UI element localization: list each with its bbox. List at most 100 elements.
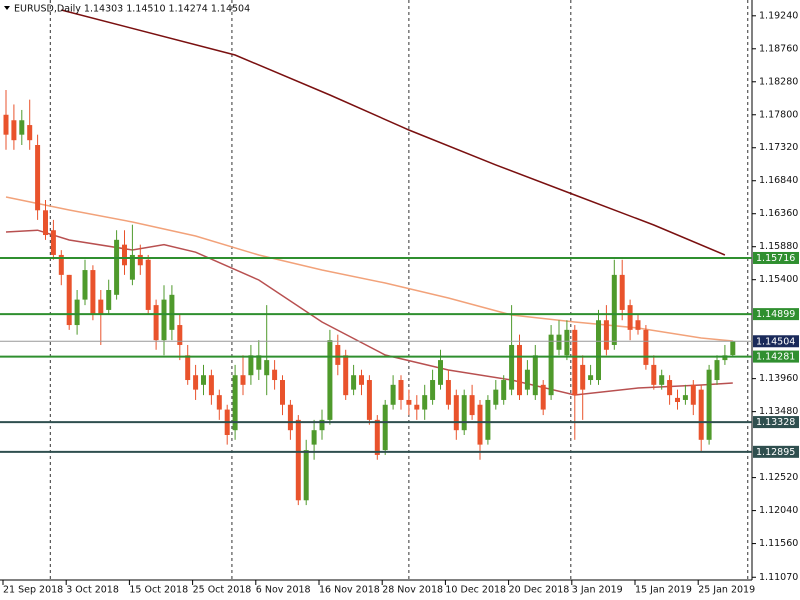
price-tag-label: 1.13328 xyxy=(756,417,795,428)
collapse-icon[interactable] xyxy=(4,6,10,10)
candle-body xyxy=(572,329,578,396)
candle-body xyxy=(295,419,301,501)
y-tick-label: 1.17320 xyxy=(759,142,798,153)
candle-body xyxy=(682,395,688,400)
price-tag xyxy=(753,350,799,363)
candle-body xyxy=(114,239,120,295)
candle-body xyxy=(3,114,9,135)
candle-body xyxy=(169,294,175,330)
candle-body xyxy=(690,384,696,405)
candle-body xyxy=(564,329,570,356)
candle-body xyxy=(540,384,546,410)
candle-body xyxy=(438,360,443,385)
price-tag xyxy=(753,251,799,264)
candle-body xyxy=(185,355,191,381)
candle-body xyxy=(517,344,522,396)
candle-body xyxy=(82,270,88,300)
x-tick-label: 10 Dec 2018 xyxy=(445,585,506,596)
candle-body xyxy=(311,430,317,445)
y-tick-label: 1.15400 xyxy=(759,274,798,285)
y-tick-label: 1.12520 xyxy=(759,472,798,483)
price-tag-label: 1.15716 xyxy=(756,253,795,264)
candle-body xyxy=(627,305,633,330)
candle-body xyxy=(50,230,56,255)
candle-body xyxy=(201,375,206,385)
price-tag xyxy=(753,335,799,348)
candle-body xyxy=(256,355,262,370)
candle-body xyxy=(651,364,657,385)
candle-body xyxy=(106,290,112,310)
candle-body xyxy=(469,395,475,416)
price-tag-label: 1.14899 xyxy=(756,309,795,320)
candle-body xyxy=(453,395,459,431)
y-tick-label: 1.16840 xyxy=(759,175,798,186)
candle-body xyxy=(129,254,135,280)
x-tick-label: 16 Nov 2018 xyxy=(319,585,380,596)
candle-body xyxy=(74,299,80,326)
y-tick-label: 1.11070 xyxy=(759,572,798,583)
candle-body xyxy=(98,299,104,315)
candle-body xyxy=(374,419,380,455)
price-tag-label: 1.14504 xyxy=(756,336,795,347)
candle-body xyxy=(35,145,41,211)
candle-body xyxy=(177,325,183,345)
price-tag xyxy=(753,308,799,321)
candle-body xyxy=(477,404,483,445)
candle-body xyxy=(406,399,412,405)
candle-body xyxy=(216,395,222,410)
candle-body xyxy=(667,380,673,396)
candle-body xyxy=(603,320,609,350)
x-tick-label: 25 Oct 2018 xyxy=(193,585,252,596)
candle-body xyxy=(548,334,554,396)
candle-body xyxy=(698,389,704,440)
candle-body xyxy=(11,120,17,141)
y-tick-label: 1.15880 xyxy=(759,241,798,252)
candle-body xyxy=(122,244,127,266)
candle-body xyxy=(145,259,151,310)
candle-body xyxy=(240,375,246,385)
plot-area xyxy=(3,0,749,580)
candle-body xyxy=(611,274,617,345)
candle-body xyxy=(58,254,64,275)
candle-body xyxy=(66,274,72,326)
candle-body xyxy=(445,380,451,405)
candle-body xyxy=(19,120,25,135)
y-tick-label: 1.17800 xyxy=(759,109,798,120)
candle-body xyxy=(556,334,562,350)
candle-body xyxy=(722,355,728,361)
candle-body xyxy=(485,399,491,440)
candle-body xyxy=(287,404,293,431)
candle-body xyxy=(303,450,309,501)
candle-body xyxy=(635,320,641,330)
candle-body xyxy=(501,380,507,400)
candle-body xyxy=(461,395,467,431)
x-tick-label: 20 Dec 2018 xyxy=(509,585,570,596)
candle-body xyxy=(706,369,712,440)
candle-body xyxy=(343,355,349,396)
candle-body xyxy=(659,375,665,385)
x-tick-label: 15 Oct 2018 xyxy=(129,585,188,596)
candle-body xyxy=(280,380,285,405)
candle-body xyxy=(382,404,388,451)
x-tick-label: 15 Jan 2019 xyxy=(635,585,692,596)
moving-average xyxy=(61,9,726,256)
x-tick-label: 3 Jan 2019 xyxy=(572,585,623,596)
candle-body xyxy=(524,369,530,390)
candle-body xyxy=(398,380,404,400)
price-tag xyxy=(753,445,799,458)
candle-body xyxy=(335,344,341,365)
y-tick-label: 1.16360 xyxy=(759,208,798,219)
moving-average xyxy=(5,229,733,396)
candle-body xyxy=(351,375,357,390)
candle-body xyxy=(137,254,143,266)
price-tag-label: 1.14281 xyxy=(756,352,795,363)
candle-body xyxy=(264,360,270,376)
y-tick-label: 1.19240 xyxy=(759,10,798,21)
y-tick-label: 1.18280 xyxy=(759,76,798,87)
x-tick-label: 25 Jan 2019 xyxy=(698,585,755,596)
candle-body xyxy=(43,210,48,236)
candle-body xyxy=(161,299,167,341)
candle-body xyxy=(327,340,333,420)
